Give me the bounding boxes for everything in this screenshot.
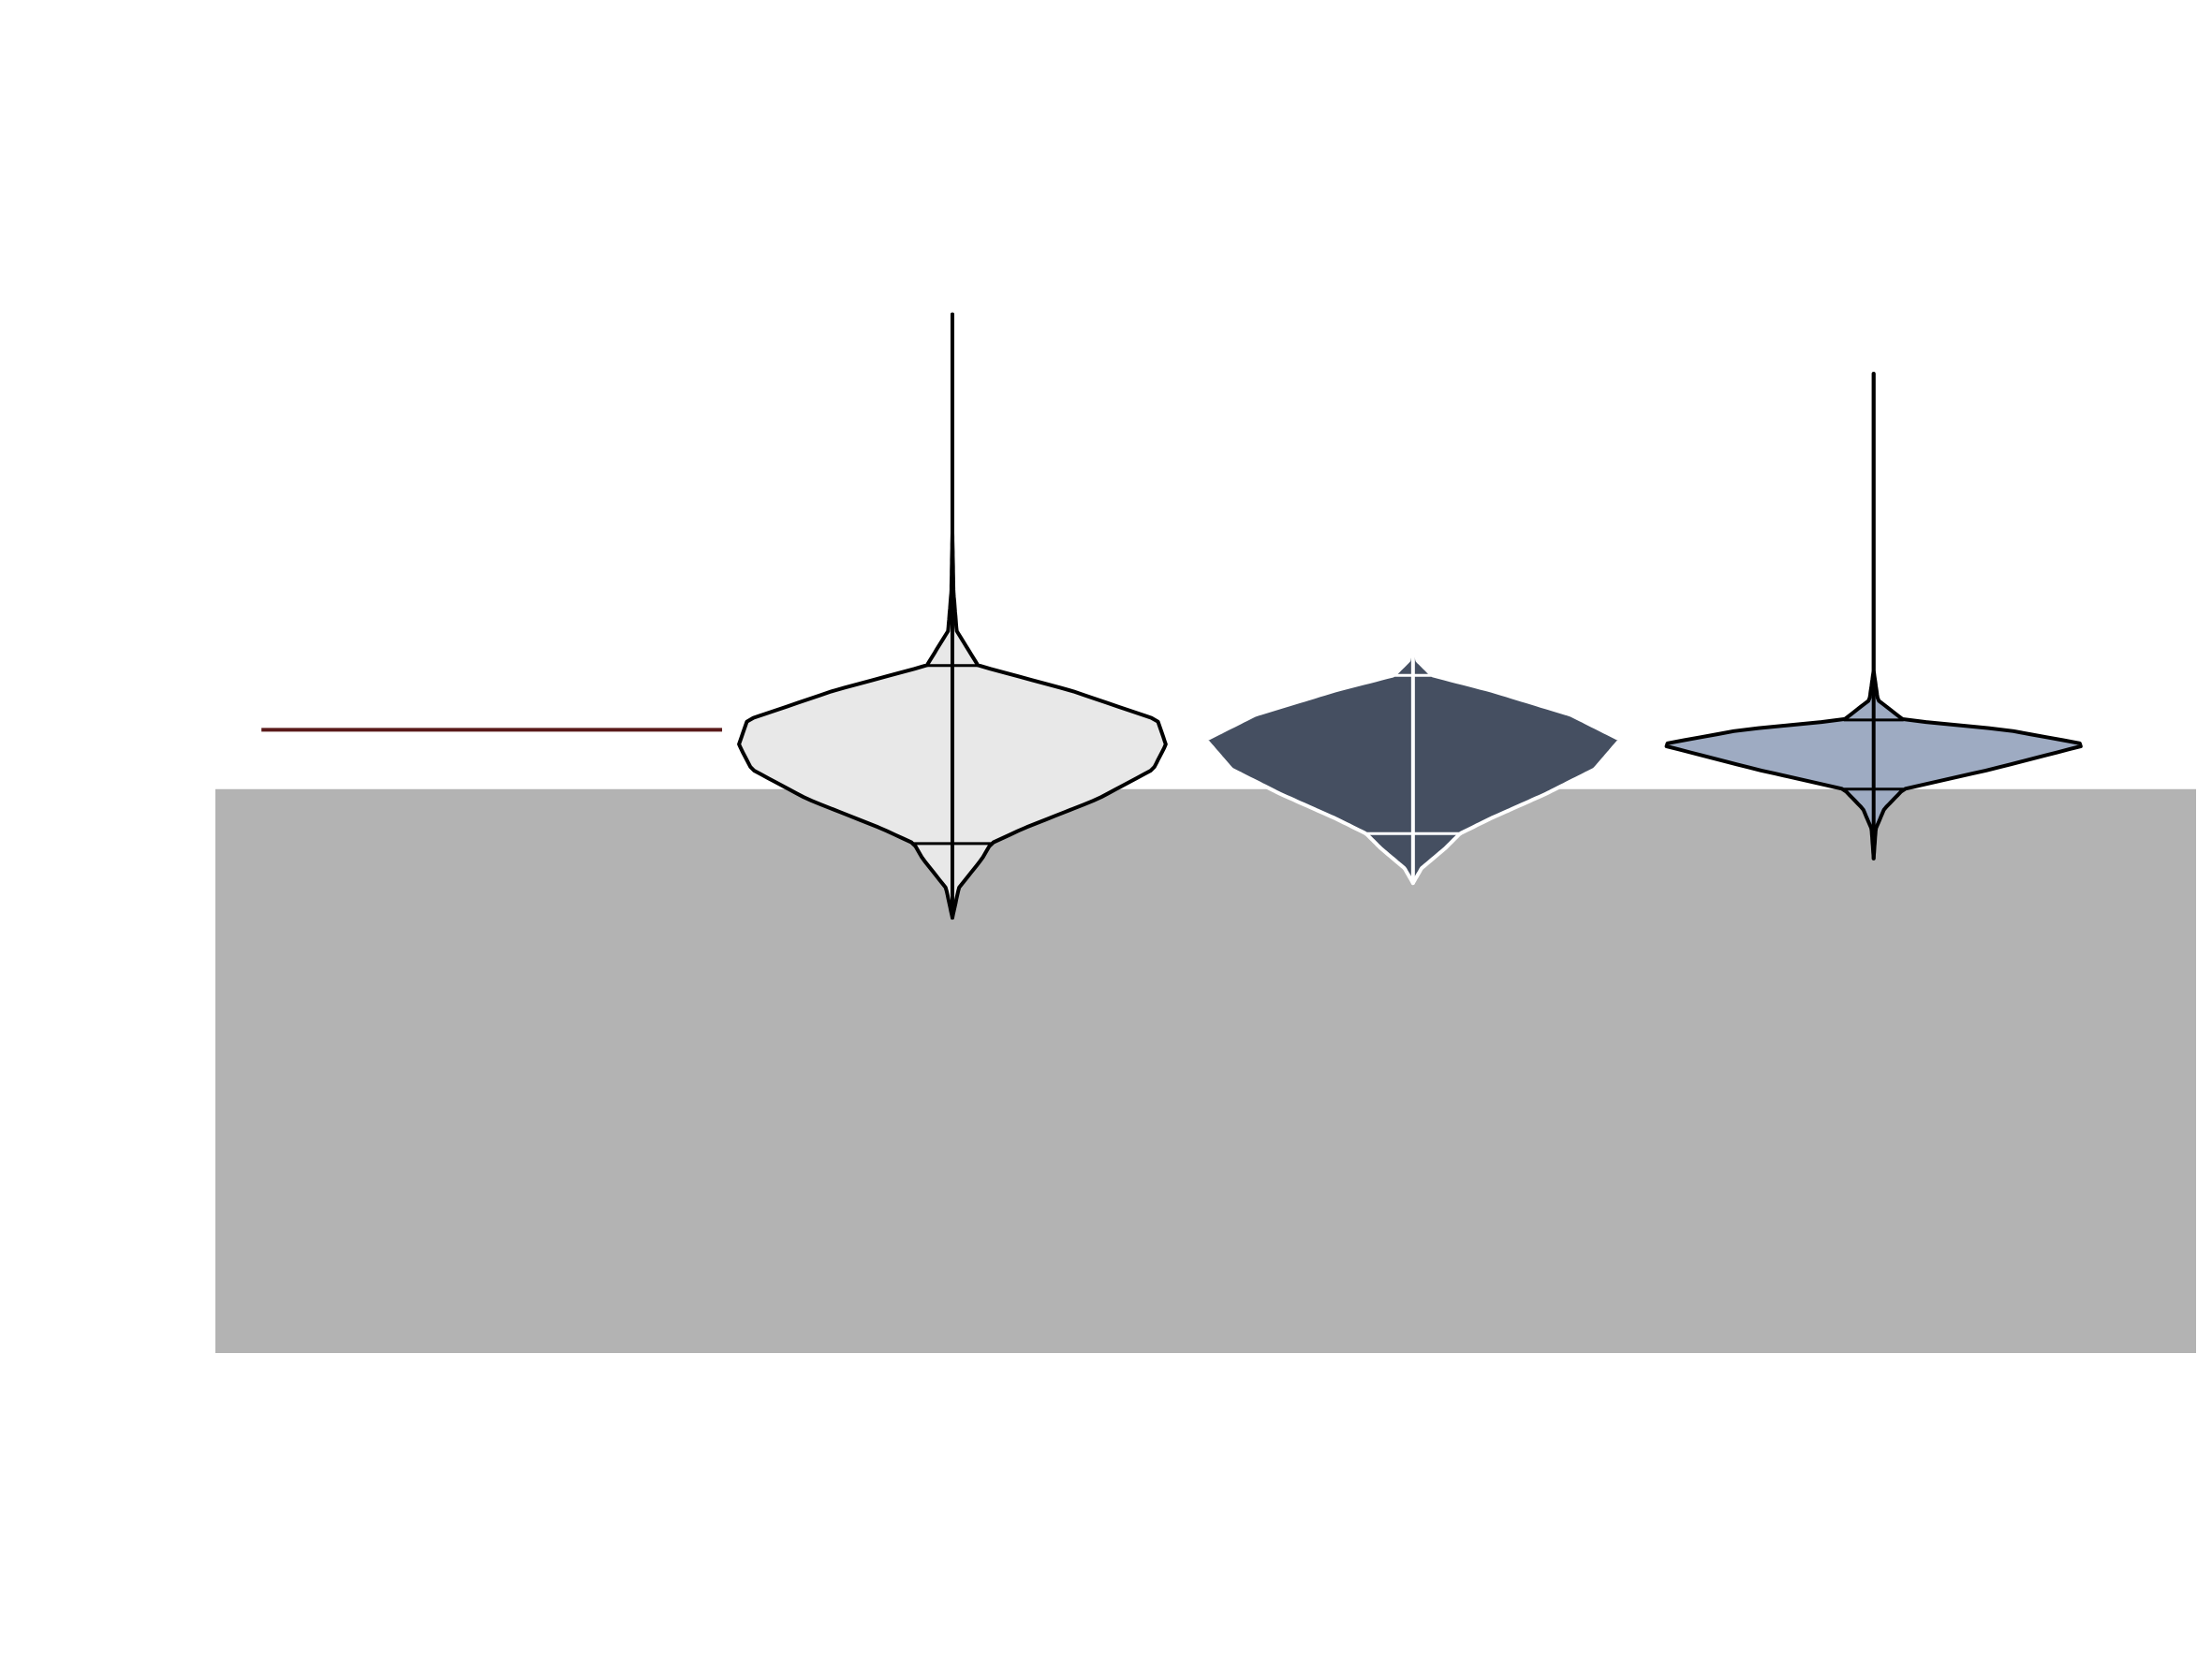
violins-layer: [737, 312, 2083, 920]
violin-1: [737, 312, 1168, 920]
violin-3: [1664, 372, 2083, 861]
band-layer: [215, 788, 2196, 1353]
shaded-band: [215, 788, 2196, 1353]
violin-2: [1204, 639, 1621, 886]
